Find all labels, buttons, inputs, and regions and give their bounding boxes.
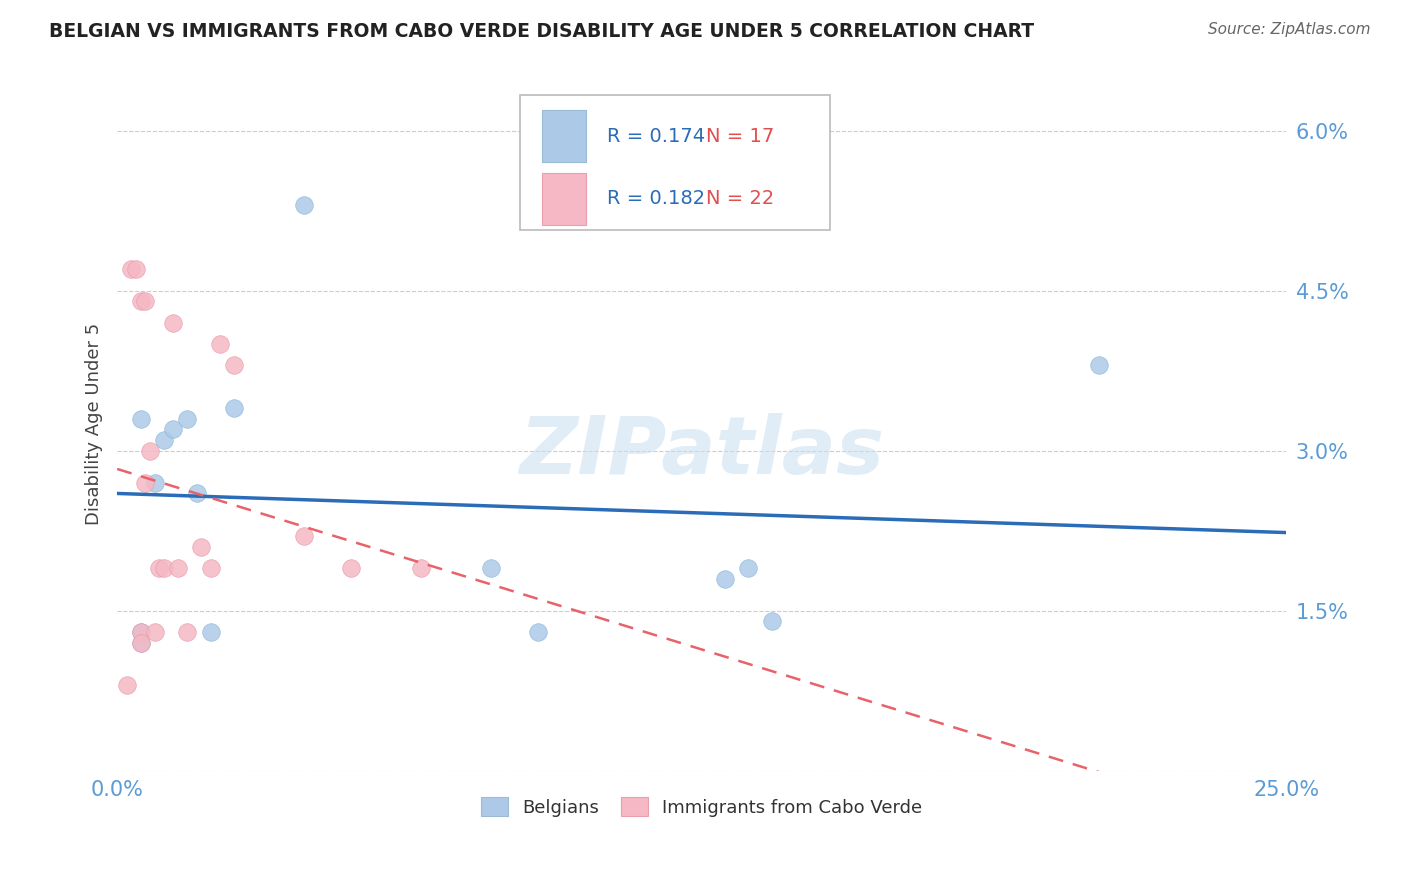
Point (186, 486, 208, 500)
Point (148, 561, 170, 575)
Point (200, 561, 222, 575)
Point (527, 625, 550, 640)
Text: ZIPatlas: ZIPatlas (519, 413, 884, 491)
Point (761, 615, 783, 629)
Text: N = 17: N = 17 (706, 127, 775, 146)
Point (129, 625, 152, 640)
Point (120, 262, 142, 277)
Point (129, 636, 152, 650)
Point (129, 411, 152, 425)
Point (129, 625, 152, 640)
Text: R = 0.182: R = 0.182 (607, 189, 704, 208)
Point (222, 401, 245, 415)
Point (139, 443, 162, 458)
Text: N = 22: N = 22 (706, 189, 775, 208)
Point (292, 198, 315, 212)
Text: Source: ZipAtlas.com: Source: ZipAtlas.com (1208, 22, 1371, 37)
Point (209, 337, 232, 351)
FancyBboxPatch shape (520, 95, 830, 230)
Point (176, 411, 198, 425)
Point (115, 678, 138, 692)
Point (134, 475, 156, 490)
Y-axis label: Disability Age Under 5: Disability Age Under 5 (86, 323, 103, 525)
Point (143, 475, 166, 490)
Point (153, 433, 176, 447)
Point (167, 561, 190, 575)
Point (411, 561, 433, 575)
Point (143, 625, 166, 640)
Point (1088, 359, 1111, 373)
Point (340, 561, 363, 575)
Point (129, 294, 152, 309)
Point (190, 540, 212, 554)
Point (292, 529, 315, 543)
Point (153, 561, 176, 575)
Point (479, 561, 502, 575)
Point (176, 625, 198, 640)
Point (200, 625, 222, 640)
Point (162, 316, 184, 330)
Point (737, 561, 759, 575)
Text: R = 0.174: R = 0.174 (607, 127, 704, 146)
Point (134, 294, 156, 309)
FancyBboxPatch shape (541, 173, 586, 225)
Point (714, 572, 737, 586)
Text: BELGIAN VS IMMIGRANTS FROM CABO VERDE DISABILITY AGE UNDER 5 CORRELATION CHART: BELGIAN VS IMMIGRANTS FROM CABO VERDE DI… (49, 22, 1035, 41)
Point (129, 636, 152, 650)
FancyBboxPatch shape (541, 111, 586, 162)
Point (162, 422, 184, 436)
Point (222, 359, 245, 373)
Point (125, 262, 148, 277)
Legend: Belgians, Immigrants from Cabo Verde: Belgians, Immigrants from Cabo Verde (474, 790, 929, 824)
